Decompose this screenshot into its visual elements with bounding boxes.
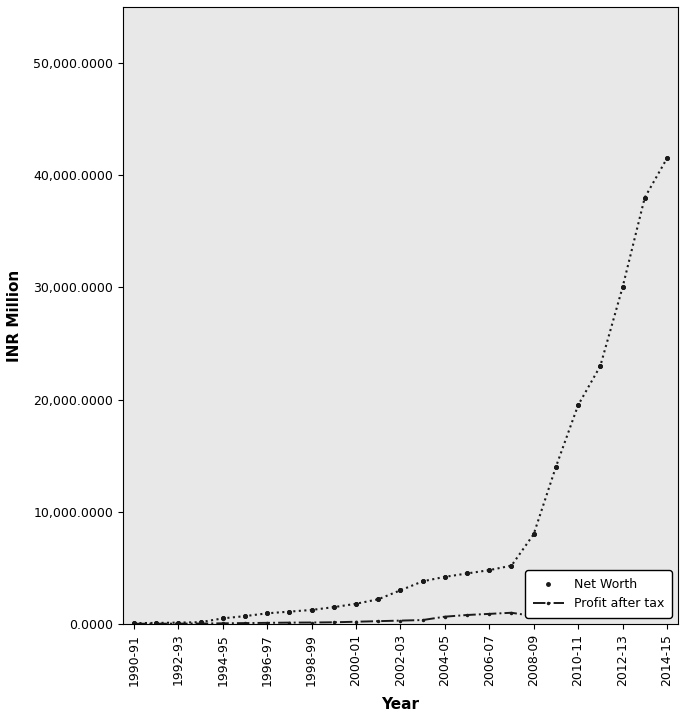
Net Worth — [463, 569, 471, 578]
Net Worth — [508, 562, 516, 570]
Profit after tax — [308, 618, 316, 627]
Net Worth — [241, 612, 249, 620]
Line: Profit after tax: Profit after tax — [132, 597, 669, 626]
Net Worth — [152, 618, 160, 627]
Profit after tax — [485, 610, 493, 618]
Profit after tax — [174, 619, 182, 628]
Y-axis label: INR Million: INR Million — [7, 270, 22, 362]
X-axis label: Year: Year — [382, 697, 419, 712]
Profit after tax — [440, 613, 449, 621]
Net Worth — [596, 362, 604, 370]
Net Worth — [219, 614, 227, 623]
Profit after tax — [397, 616, 405, 625]
Profit after tax — [197, 619, 205, 628]
Legend: Net Worth, Profit after tax: Net Worth, Profit after tax — [525, 570, 672, 618]
Profit after tax — [640, 596, 649, 605]
Profit after tax — [619, 597, 627, 606]
Net Worth — [397, 586, 405, 595]
Net Worth — [663, 154, 671, 162]
Profit after tax — [329, 618, 338, 626]
Net Worth — [552, 462, 560, 471]
Profit after tax — [352, 618, 360, 626]
Net Worth — [308, 605, 316, 614]
Profit after tax — [152, 619, 160, 628]
Net Worth — [352, 600, 360, 608]
Net Worth — [174, 618, 182, 627]
Net Worth — [619, 283, 627, 292]
Profit after tax — [374, 617, 382, 626]
Net Worth — [485, 566, 493, 574]
Net Worth — [374, 595, 382, 604]
Net Worth — [419, 577, 427, 586]
Net Worth — [574, 401, 582, 410]
Profit after tax — [285, 618, 293, 627]
Net Worth — [197, 618, 205, 626]
Net Worth — [129, 619, 138, 628]
Profit after tax — [663, 595, 671, 604]
Net Worth — [285, 608, 293, 616]
Profit after tax — [129, 620, 138, 628]
Profit after tax — [552, 610, 560, 618]
Profit after tax — [219, 619, 227, 628]
Line: Net Worth: Net Worth — [130, 155, 671, 626]
Net Worth — [440, 572, 449, 581]
Profit after tax — [241, 619, 249, 628]
Net Worth — [263, 609, 271, 618]
Profit after tax — [419, 615, 427, 624]
Net Worth — [329, 603, 338, 611]
Profit after tax — [574, 603, 582, 611]
Profit after tax — [508, 608, 516, 617]
Net Worth — [640, 193, 649, 202]
Net Worth — [530, 530, 538, 539]
Profit after tax — [530, 612, 538, 620]
Profit after tax — [596, 600, 604, 608]
Profit after tax — [463, 610, 471, 619]
Profit after tax — [263, 618, 271, 627]
